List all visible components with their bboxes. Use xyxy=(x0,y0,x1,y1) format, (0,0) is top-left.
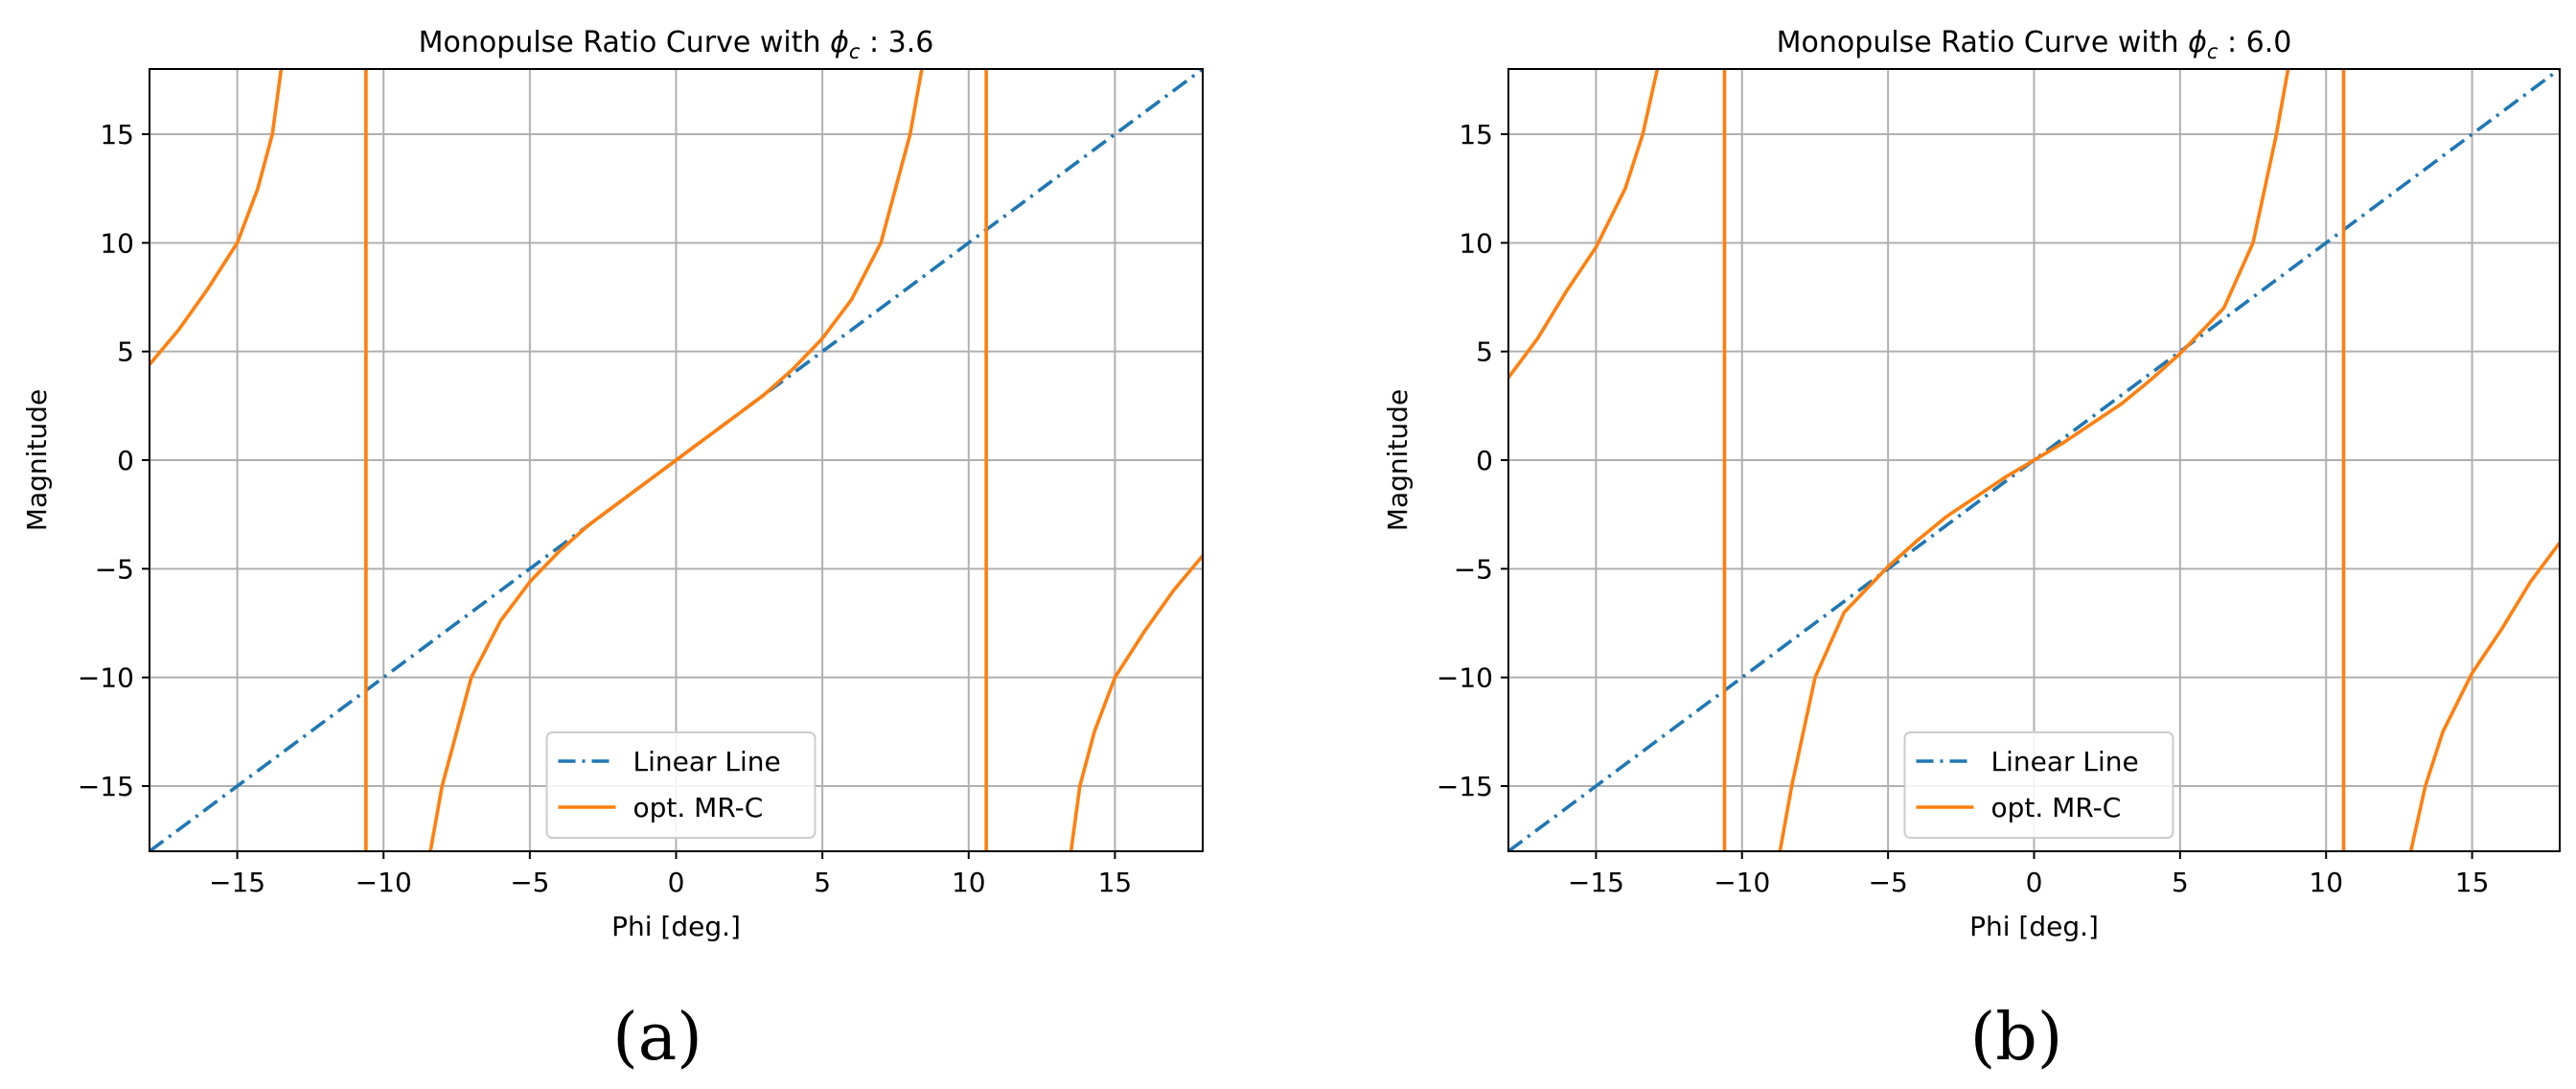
chart-panel-a: −15 −10 −5 0 5 10 15 −15 −10 −5 0 5 10 15 Monopulse Ra… xyxy=(21,26,1204,1076)
legend-box xyxy=(545,731,816,839)
chart-title: Monopulse Ratio Curve with ϕc : 3.6 xyxy=(419,26,934,63)
x-tick-label: 0 xyxy=(668,867,685,898)
x-tick-label: 5 xyxy=(2172,867,2189,898)
series-line-linear xyxy=(1508,69,2560,851)
chart-title: Monopulse Ratio Curve with ϕc : 6.0 xyxy=(1777,26,2292,63)
series-line-opt-mrc-segment-0 xyxy=(150,69,284,366)
series-line-opt-mrc-segment-2 xyxy=(428,69,924,851)
y-tick-label: −10 xyxy=(78,662,134,694)
y-tick-label: 15 xyxy=(1459,119,1493,151)
x-tick-label: −5 xyxy=(1868,867,1907,898)
legend-label: opt. MR-C xyxy=(1991,792,2122,823)
x-axis-label: Phi [deg.] xyxy=(1969,911,2099,942)
x-tick-label: −15 xyxy=(1568,867,1624,898)
y-tick-label: 15 xyxy=(100,119,134,151)
x-tick-label: 10 xyxy=(2309,867,2343,898)
y-tick-label: 10 xyxy=(100,227,134,259)
y-tick-label: 0 xyxy=(1476,445,1493,476)
x-tick-label: 0 xyxy=(2026,867,2043,898)
y-tick-label: 10 xyxy=(1459,227,1493,259)
x-axis-label: Phi [deg.] xyxy=(611,911,741,942)
y-tick-label: −10 xyxy=(1437,662,1493,694)
x-tick-label: −5 xyxy=(510,867,549,898)
panel-label: (b) xyxy=(1970,1000,2063,1076)
x-tick-label: 5 xyxy=(814,867,831,898)
series-line-opt-mrc-segment-4 xyxy=(2408,542,2560,851)
y-tick-label: −15 xyxy=(78,771,134,802)
plot-area xyxy=(150,69,1203,851)
legend: Linear Line opt. MR-C xyxy=(545,731,816,839)
x-tick-label: −10 xyxy=(356,867,412,898)
series-line-opt-mrc-segment-4 xyxy=(1069,554,1203,851)
legend-box xyxy=(1903,731,2174,839)
x-tick-label: 10 xyxy=(952,867,986,898)
panel-label: (a) xyxy=(612,1000,702,1076)
plot-area xyxy=(1508,69,2560,851)
x-tick-label: −10 xyxy=(1714,867,1770,898)
x-tick-label: 15 xyxy=(1098,867,1133,898)
legend-label: Linear Line xyxy=(633,746,781,777)
series-line-opt-mrc-segment-0 xyxy=(1508,69,1660,379)
y-tick-label: 5 xyxy=(1476,336,1493,368)
y-tick-label: −5 xyxy=(95,553,134,585)
y-tick-label: 5 xyxy=(117,336,134,368)
legend: Linear Line opt. MR-C xyxy=(1903,731,2174,839)
y-tick-label: −5 xyxy=(1454,553,1493,585)
y-tick-label: 0 xyxy=(117,445,134,476)
x-tick-label: 15 xyxy=(2455,867,2490,898)
y-axis-label: Magnitude xyxy=(21,389,53,531)
chart-panel-b: −15 −10 −5 0 5 10 15 −15 −10 −5 0 5 10 15 Monopulse Ra… xyxy=(1382,26,2561,1076)
x-tick-label: −15 xyxy=(209,867,265,898)
legend-label: Linear Line xyxy=(1991,746,2139,777)
series-line-opt-mrc-segment-2 xyxy=(1778,69,2290,851)
legend-label: opt. MR-C xyxy=(633,792,764,823)
y-axis-label: Magnitude xyxy=(1382,389,1414,531)
y-tick-label: −15 xyxy=(1437,771,1493,802)
